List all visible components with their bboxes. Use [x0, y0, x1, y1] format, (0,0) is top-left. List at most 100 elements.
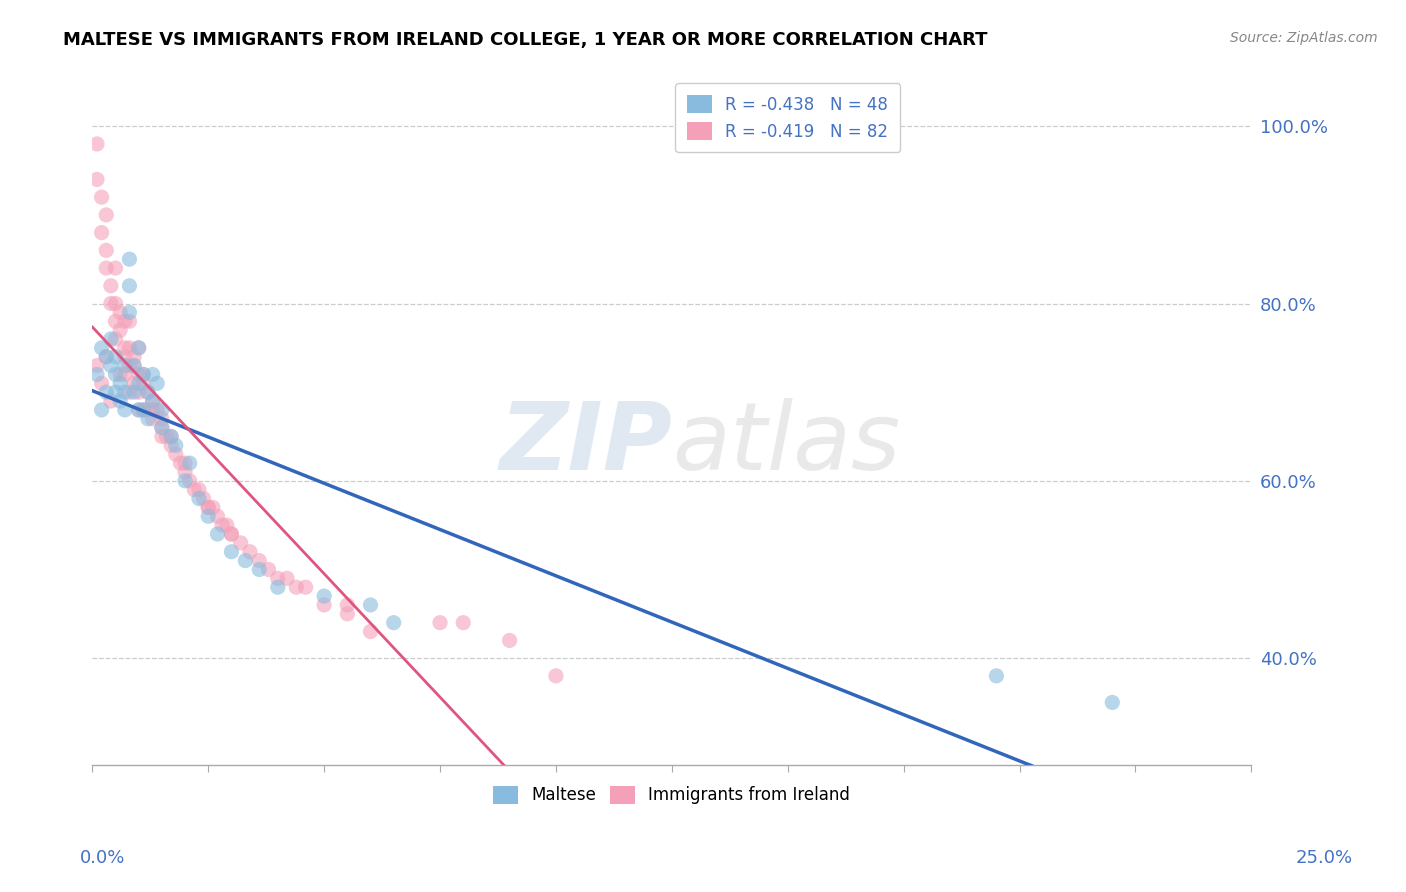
- Point: [150, 420, 173, 434]
- Point: [211, 518, 233, 533]
- Point: [132, 403, 155, 417]
- Point: [128, 403, 150, 417]
- Point: [128, 376, 150, 391]
- Point: [314, 598, 336, 612]
- Point: [1101, 696, 1123, 710]
- Point: [100, 296, 122, 310]
- Point: [128, 341, 150, 355]
- Text: ZIP: ZIP: [499, 398, 672, 490]
- Point: [114, 403, 136, 417]
- Point: [150, 429, 173, 443]
- Point: [247, 562, 270, 576]
- Point: [314, 589, 336, 603]
- Point: [118, 314, 141, 328]
- Point: [165, 438, 187, 452]
- Legend: Maltese, Immigrants from Ireland: Maltese, Immigrants from Ireland: [484, 775, 860, 814]
- Point: [285, 580, 308, 594]
- Point: [86, 368, 108, 382]
- Point: [142, 394, 165, 409]
- Point: [221, 527, 243, 541]
- Point: [96, 244, 118, 258]
- Point: [221, 527, 243, 541]
- Point: [128, 341, 150, 355]
- Point: [104, 385, 127, 400]
- Point: [114, 314, 136, 328]
- Point: [150, 403, 173, 417]
- Point: [146, 403, 169, 417]
- Point: [201, 500, 224, 515]
- Text: Source: ZipAtlas.com: Source: ZipAtlas.com: [1230, 31, 1378, 45]
- Text: atlas: atlas: [672, 398, 900, 489]
- Point: [96, 208, 118, 222]
- Point: [360, 624, 382, 639]
- Point: [193, 491, 215, 506]
- Point: [118, 359, 141, 373]
- Point: [451, 615, 474, 630]
- Point: [86, 172, 108, 186]
- Point: [136, 403, 159, 417]
- Point: [86, 359, 108, 373]
- Point: [104, 368, 127, 382]
- Point: [136, 385, 159, 400]
- Point: [86, 136, 108, 151]
- Point: [544, 669, 567, 683]
- Point: [108, 368, 131, 382]
- Point: [104, 296, 127, 310]
- Point: [197, 509, 219, 524]
- Point: [160, 438, 183, 452]
- Point: [122, 385, 145, 400]
- Point: [215, 518, 238, 533]
- Point: [165, 447, 187, 461]
- Point: [183, 483, 205, 497]
- Point: [96, 350, 118, 364]
- Point: [118, 341, 141, 355]
- Point: [267, 580, 290, 594]
- Point: [146, 376, 169, 391]
- Point: [132, 368, 155, 382]
- Point: [174, 456, 197, 470]
- Point: [118, 278, 141, 293]
- Point: [100, 278, 122, 293]
- Point: [188, 491, 211, 506]
- Point: [128, 385, 150, 400]
- Point: [136, 385, 159, 400]
- Point: [104, 350, 127, 364]
- Point: [382, 615, 405, 630]
- Point: [207, 509, 229, 524]
- Point: [247, 553, 270, 567]
- Point: [122, 376, 145, 391]
- Text: 25.0%: 25.0%: [1296, 849, 1353, 867]
- Point: [132, 403, 155, 417]
- Point: [90, 376, 112, 391]
- Point: [118, 252, 141, 267]
- Point: [118, 305, 141, 319]
- Point: [188, 483, 211, 497]
- Point: [108, 323, 131, 337]
- Point: [100, 394, 122, 409]
- Point: [128, 368, 150, 382]
- Point: [104, 332, 127, 346]
- Point: [150, 420, 173, 434]
- Point: [986, 669, 1008, 683]
- Point: [174, 474, 197, 488]
- Point: [155, 429, 177, 443]
- Point: [498, 633, 520, 648]
- Point: [108, 305, 131, 319]
- Point: [90, 341, 112, 355]
- Point: [174, 465, 197, 479]
- Point: [132, 368, 155, 382]
- Point: [96, 261, 118, 276]
- Point: [179, 474, 201, 488]
- Point: [160, 429, 183, 443]
- Point: [90, 226, 112, 240]
- Point: [257, 562, 280, 576]
- Text: 0.0%: 0.0%: [80, 849, 125, 867]
- Point: [96, 385, 118, 400]
- Point: [104, 261, 127, 276]
- Point: [114, 359, 136, 373]
- Point: [142, 368, 165, 382]
- Point: [150, 411, 173, 425]
- Point: [122, 350, 145, 364]
- Point: [108, 394, 131, 409]
- Point: [360, 598, 382, 612]
